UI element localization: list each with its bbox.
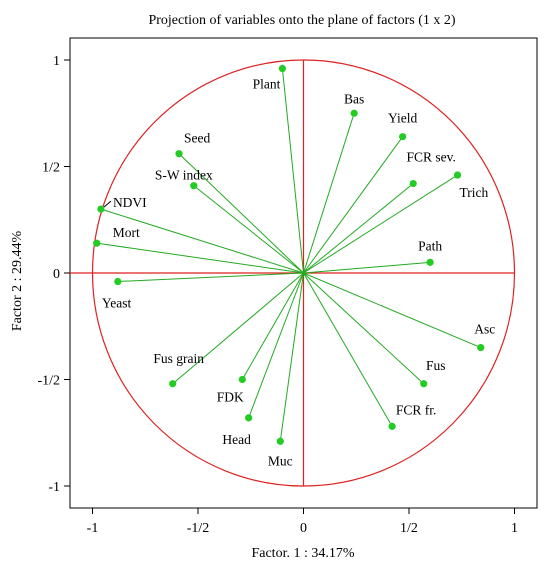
variable-labels: Plant Bas Yield FCR sev. Trich Path Asc Fus FCR … xyxy=(102,77,495,469)
label-fcr-fr: FCR fr. xyxy=(396,402,437,417)
label-trich: Trich xyxy=(460,185,489,200)
vector-fus-grain xyxy=(172,272,304,385)
vector-head xyxy=(248,272,304,419)
label-s-w-index: S-W index xyxy=(155,168,213,183)
vector-yield xyxy=(303,136,404,274)
label-mort: Mort xyxy=(113,225,140,240)
point-fus xyxy=(420,380,428,388)
label-asc: Asc xyxy=(474,322,495,337)
point-plant xyxy=(278,64,286,73)
x-tick-label: -1 xyxy=(87,521,99,536)
y-tick-label: 1/2 xyxy=(42,161,60,176)
x-tick-label: 0 xyxy=(300,521,307,536)
vector-fus xyxy=(303,272,425,385)
vector-fdk xyxy=(241,272,304,380)
point-s-w-index xyxy=(190,182,198,190)
point-seed xyxy=(175,150,183,158)
point-head xyxy=(245,414,253,422)
point-yield xyxy=(399,133,407,141)
vector-ndvi xyxy=(100,208,304,274)
label-head: Head xyxy=(222,432,251,447)
vector-muc xyxy=(279,272,304,442)
x-tick-label: -1/2 xyxy=(187,521,210,536)
point-fcr-sev xyxy=(409,179,417,188)
point-bas xyxy=(350,109,358,117)
vector-fcr-fr xyxy=(303,272,393,427)
point-fcr-fr xyxy=(388,422,396,430)
ndvi-leader-line xyxy=(103,200,112,208)
label-yeast: Yeast xyxy=(102,296,132,311)
label-muc: Muc xyxy=(268,453,293,468)
variable-points xyxy=(93,64,485,445)
label-fdk: FDK xyxy=(217,390,244,405)
label-seed: Seed xyxy=(184,131,210,146)
x-axis-ticks: -1 -1/2 0 1/2 1 xyxy=(87,508,518,536)
unit-circle xyxy=(91,59,516,487)
vector-trich xyxy=(303,174,458,274)
label-yield: Yield xyxy=(388,111,417,126)
x-tick-label: 1 xyxy=(511,521,518,536)
x-tick-label: 1/2 xyxy=(400,521,418,536)
y-tick-label: 0 xyxy=(53,267,60,282)
y-tick-label: 1 xyxy=(53,54,60,69)
label-fus: Fus xyxy=(426,358,446,373)
chart-title: Projection of variables onto the plane o… xyxy=(148,13,455,28)
point-yeast xyxy=(114,277,122,286)
label-ndvi: NDVI xyxy=(113,195,147,210)
point-trich xyxy=(453,171,462,179)
point-path xyxy=(426,258,434,266)
label-path: Path xyxy=(418,238,442,253)
unit-circle-layer xyxy=(91,59,516,487)
vector-fcr-sev xyxy=(303,183,414,274)
x-axis-label: Factor. 1 : 34.17% xyxy=(251,546,354,561)
y-axis-ticks: 1 1/2 0 -1/2 -1 xyxy=(37,54,70,495)
vector-s-w-index xyxy=(193,185,304,274)
y-tick-label: -1/2 xyxy=(37,374,60,389)
vector-bas xyxy=(303,113,355,274)
label-fus-grain: Fus grain xyxy=(153,351,204,366)
point-asc xyxy=(477,343,485,352)
point-ndvi xyxy=(97,205,105,213)
vector-plant xyxy=(281,68,304,274)
y-axis-label: Factor 2 : 29.44% xyxy=(10,231,25,332)
zero-axis-lines xyxy=(70,60,515,486)
vector-yeast xyxy=(117,272,304,283)
vector-lines xyxy=(96,68,481,442)
vector-path xyxy=(303,261,431,274)
vector-seed xyxy=(178,153,304,274)
point-fus-grain xyxy=(169,380,177,388)
point-fdk xyxy=(238,375,246,384)
vector-asc xyxy=(303,272,481,349)
label-plant: Plant xyxy=(253,77,281,92)
label-bas: Bas xyxy=(344,91,364,106)
point-muc xyxy=(276,437,284,445)
vector-mort xyxy=(96,242,304,274)
label-fcr-sev: FCR sev. xyxy=(407,150,456,165)
point-mort xyxy=(93,239,101,247)
y-tick-label: -1 xyxy=(48,480,60,495)
